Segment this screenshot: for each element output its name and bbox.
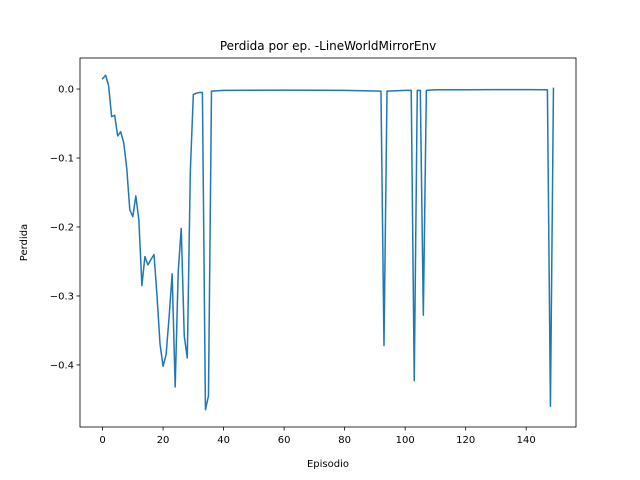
chart-title: Perdida por ep. -LineWorldMirrorEnv [220, 39, 436, 53]
y-axis-label: Perdida [19, 224, 30, 261]
axes-frame [79, 57, 577, 428]
x-tick-label: 100 [396, 435, 415, 446]
y-tick-label: −0.2 [50, 222, 74, 233]
x-tick-label: 0 [99, 435, 105, 446]
plot-area [80, 58, 576, 427]
x-tick-label: 120 [456, 435, 475, 446]
x-tick-label: 80 [338, 435, 351, 446]
x-tick-label: 60 [278, 435, 291, 446]
x-tick-label: 140 [517, 435, 536, 446]
x-tick-label: 40 [217, 435, 230, 446]
y-tick-label: −0.1 [50, 154, 74, 165]
y-axis-ticks: 0.0 −0.1 −0.2 −0.3 −0.4 [50, 85, 80, 371]
y-tick-label: −0.4 [50, 360, 74, 371]
y-tick-label: −0.3 [50, 291, 74, 302]
series-layer [101, 74, 555, 411]
y-tick-label: 0.0 [58, 85, 74, 96]
series-line-0 [101, 74, 555, 411]
x-axis-label: Episodio [307, 459, 349, 470]
x-tick-label: 20 [157, 435, 170, 446]
x-axis-ticks: 0 20 40 60 80 100 120 140 [99, 427, 536, 446]
